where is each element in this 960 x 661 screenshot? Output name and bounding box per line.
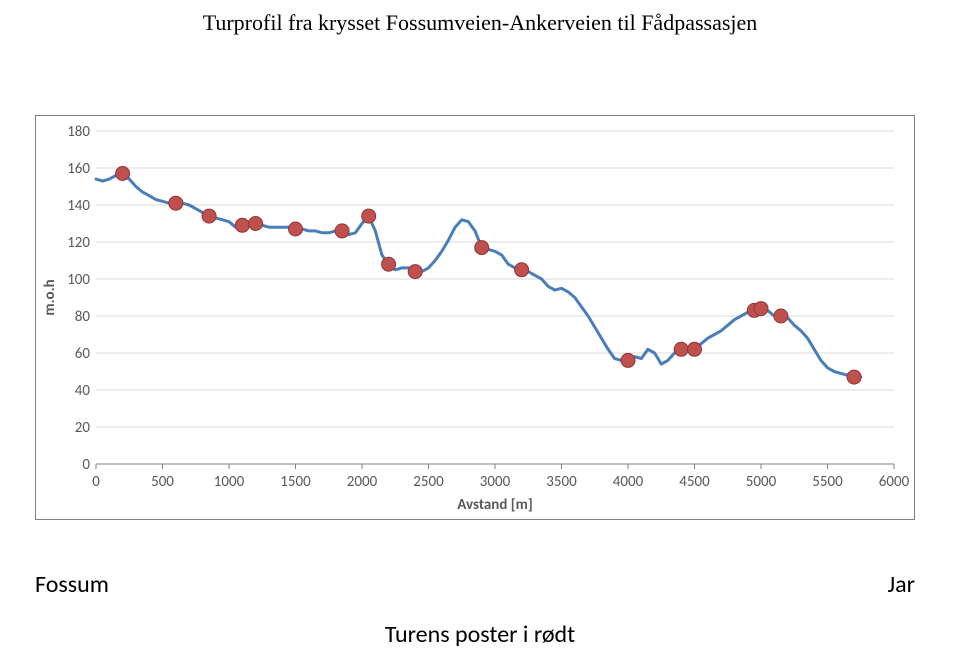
svg-text:40: 40	[75, 382, 91, 400]
elevation-chart: 0 20 40 60 80 100 120 140 160 180 0 500 1000 1500 2000…	[36, 116, 914, 519]
svg-text:1000: 1000	[214, 473, 245, 491]
chart-container: 0 20 40 60 80 100 120 140 160 180 0 500 1000 1500 2000…	[35, 115, 915, 520]
svg-text:80: 80	[75, 308, 91, 326]
svg-text:100: 100	[67, 271, 90, 289]
page-title: Turprofil fra krysset Fossumveien-Ankerv…	[0, 10, 960, 36]
svg-text:120: 120	[67, 234, 90, 252]
left-endpoint-label: Fossum	[35, 570, 109, 599]
svg-text:6000: 6000	[879, 473, 910, 491]
svg-text:20: 20	[75, 419, 91, 437]
svg-text:180: 180	[67, 123, 90, 141]
svg-text:m.o.h: m.o.h	[41, 279, 59, 315]
poster-caption: Turens poster i rødt	[0, 620, 960, 649]
svg-text:2000: 2000	[347, 473, 378, 491]
svg-text:3500: 3500	[546, 473, 577, 491]
svg-text:500: 500	[151, 473, 174, 491]
svg-text:0: 0	[82, 456, 90, 474]
svg-text:60: 60	[75, 345, 91, 363]
svg-text:4500: 4500	[679, 473, 710, 491]
page-root: Turprofil fra krysset Fossumveien-Ankerv…	[0, 0, 960, 661]
right-endpoint-label: Jar	[887, 570, 915, 599]
svg-text:2500: 2500	[413, 473, 444, 491]
svg-text:4000: 4000	[613, 473, 644, 491]
svg-text:140: 140	[67, 197, 90, 215]
svg-text:5000: 5000	[746, 473, 777, 491]
svg-text:5500: 5500	[812, 473, 843, 491]
svg-text:Avstand [m]: Avstand [m]	[457, 496, 532, 514]
endpoint-row: Fossum Jar	[35, 570, 915, 599]
svg-text:1500: 1500	[280, 473, 311, 491]
svg-text:3000: 3000	[480, 473, 511, 491]
svg-text:160: 160	[67, 160, 90, 178]
svg-text:0: 0	[92, 473, 100, 491]
